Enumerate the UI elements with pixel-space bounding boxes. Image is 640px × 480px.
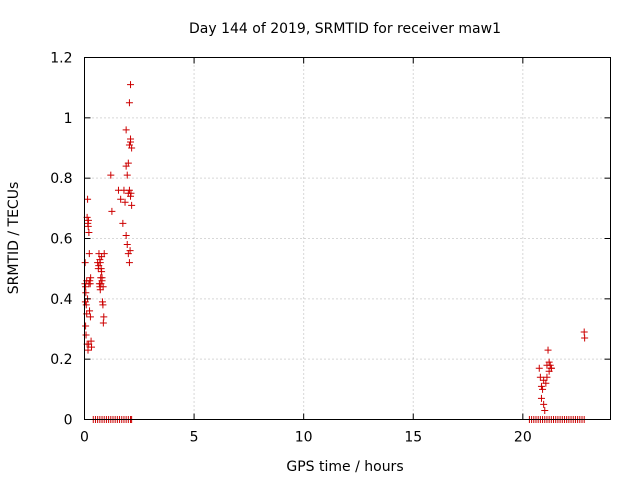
plot-frame	[84, 57, 611, 420]
chart-title: Day 144 of 2019, SRMTID for receiver maw…	[189, 21, 501, 37]
data-point	[537, 382, 545, 390]
y-axis-title: SRMTID / TECUs	[6, 182, 22, 295]
data-point	[82, 289, 90, 297]
data-point	[127, 138, 135, 146]
data-point	[81, 259, 89, 267]
y-tick-label: 1.2	[50, 51, 72, 67]
data-point	[96, 259, 104, 267]
data-point	[100, 313, 108, 321]
data-point	[124, 250, 132, 258]
data-point	[122, 231, 130, 239]
data-point	[96, 286, 104, 294]
y-tick-label: 0	[64, 413, 73, 429]
data-point	[100, 250, 108, 258]
data-point	[581, 334, 589, 342]
data-point	[99, 283, 107, 291]
data-point	[540, 400, 548, 408]
y-tick-label: 1	[64, 111, 73, 127]
data-point	[98, 274, 106, 282]
data-point	[86, 313, 94, 321]
data-point	[119, 219, 127, 227]
data-point	[82, 283, 90, 291]
y-tick-label: 0.4	[50, 292, 72, 308]
data-point	[84, 346, 92, 354]
data-point	[125, 186, 133, 194]
data-point	[126, 247, 134, 255]
data-point	[121, 198, 129, 206]
data-point	[95, 262, 103, 270]
grid-lines	[84, 57, 611, 420]
data-point	[125, 259, 133, 267]
data-point	[539, 385, 547, 393]
data-point	[580, 328, 588, 336]
x-tick-label: 10	[295, 430, 313, 446]
data-point	[98, 268, 106, 276]
data-point	[85, 280, 93, 288]
data-point	[84, 222, 92, 230]
data-point	[124, 189, 132, 197]
data-point	[85, 340, 93, 348]
data-point	[128, 144, 136, 152]
data-point	[86, 307, 94, 315]
data-point	[540, 376, 548, 384]
x-tick-label: 15	[404, 430, 422, 446]
data-point	[87, 274, 95, 282]
data-point	[84, 216, 92, 224]
data-point	[82, 331, 90, 339]
data-point	[543, 373, 551, 381]
data-point	[123, 241, 131, 249]
data-point	[82, 322, 90, 330]
x-axis-title: GPS time / hours	[286, 459, 403, 475]
x-tick-label: 0	[80, 430, 89, 446]
data-point	[544, 346, 552, 354]
y-tick-label: 0.2	[50, 352, 72, 368]
data-point	[99, 301, 107, 309]
data-point	[107, 171, 115, 179]
data-point	[541, 406, 549, 414]
data-point	[536, 373, 544, 381]
data-point	[123, 171, 131, 179]
data-point	[99, 319, 107, 327]
data-point	[127, 81, 135, 89]
data-point	[84, 195, 92, 203]
data-point	[108, 207, 116, 215]
data-point	[122, 126, 130, 134]
data-point	[122, 162, 130, 170]
y-tick-label: 0.8	[50, 171, 72, 187]
x-tick-label: 20	[514, 430, 532, 446]
data-point	[117, 195, 125, 203]
y-tick-label: 0.6	[50, 232, 72, 248]
data-point	[85, 250, 93, 258]
data-point	[547, 364, 555, 372]
data-point	[537, 394, 545, 402]
data-point	[125, 99, 133, 107]
data-point	[535, 364, 543, 372]
data-point	[128, 201, 136, 209]
x-tick-label: 5	[190, 430, 199, 446]
data-point	[85, 228, 93, 236]
data-points	[81, 81, 589, 423]
data-point	[543, 361, 551, 369]
data-point	[82, 301, 90, 309]
data-point	[88, 343, 96, 351]
axis-ticks: 0 0.2 0.4 0.6 0.8 1 1.2 0 5 10 15 20	[50, 51, 611, 446]
